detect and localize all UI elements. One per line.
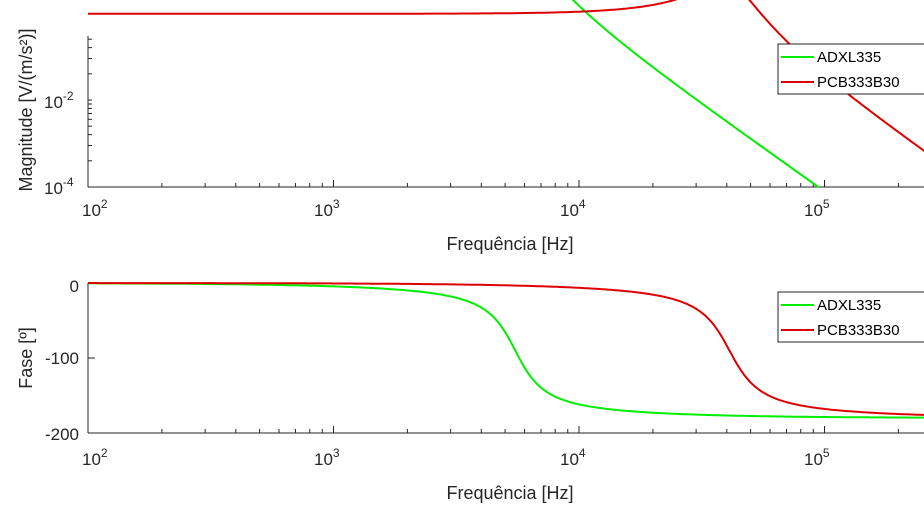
magnitude-x-tick-label: 102 <box>82 197 108 220</box>
magnitude-y-tick-label: 10-2 <box>44 89 74 112</box>
phase-x-tick-label: 105 <box>804 446 830 469</box>
phase-y-tick-label: -100 <box>45 349 79 368</box>
magnitude-y-axis-title: Magnitude [V/(m/s²)] <box>16 28 36 191</box>
magnitude-y-tick-label: 10-4 <box>44 175 74 198</box>
phase-legend: ADXL335 PCB333B30 <box>777 291 924 343</box>
phase-x-tick-label: 104 <box>560 446 586 469</box>
phase-x-tick-label: 103 <box>314 446 340 469</box>
magnitude-x-tick-label: 104 <box>560 197 586 220</box>
phase-legend-box <box>777 291 924 343</box>
phase-x-axis-title: Frequência [Hz] <box>446 483 573 503</box>
magnitude-x-axis-title: Frequência [Hz] <box>446 234 573 254</box>
series-line-pcb333b30 <box>88 282 924 416</box>
phase-x-tick-label: 102 <box>82 446 108 469</box>
phase-y-tick-label: -200 <box>45 425 79 444</box>
legend-label-pcb333b30: PCB333B30 <box>817 74 900 91</box>
magnitude-x-tick-label: 105 <box>804 197 830 220</box>
magnitude-panel: 102 103 104 105 10-4 10-2 Frequência [Hz… <box>16 0 924 254</box>
phase-minor-ticks <box>87 282 899 434</box>
legend-label-pcb333b30: PCB333B30 <box>817 322 900 339</box>
phase-y-axis-title: Fase [º] <box>16 327 36 389</box>
magnitude-legend-box <box>777 43 924 95</box>
magnitude-x-tick-label: 103 <box>314 197 340 220</box>
magnitude-minor-ticks <box>87 38 899 188</box>
legend-label-adxl335: ADXL335 <box>817 49 881 66</box>
phase-y-tick-label: 0 <box>70 277 79 296</box>
magnitude-legend: ADXL335 PCB333B30 <box>777 43 924 95</box>
legend-label-adxl335: ADXL335 <box>817 297 881 314</box>
phase-curves <box>88 282 924 419</box>
series-line-adxl335 <box>571 0 820 189</box>
phase-panel: 102 103 104 105 0 -100 -200 Frequência [… <box>16 277 924 503</box>
